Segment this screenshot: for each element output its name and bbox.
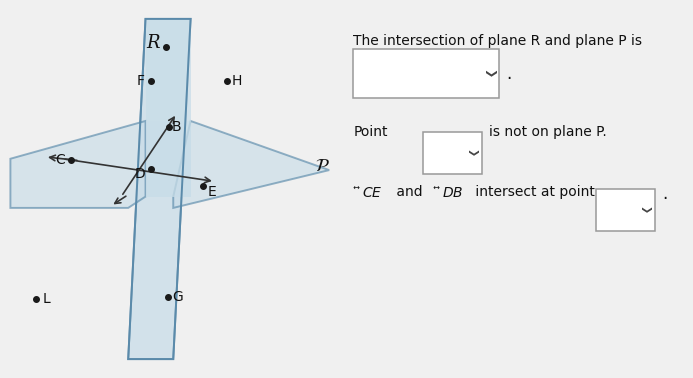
Text: G: G (173, 290, 183, 304)
Text: $\overleftrightarrow{DB}$: $\overleftrightarrow{DB}$ (433, 185, 464, 200)
Text: $\mathcal{P}$: $\mathcal{P}$ (315, 157, 330, 175)
Text: B: B (172, 119, 182, 134)
Bar (353, 49, 499, 98)
Text: ❯: ❯ (640, 206, 649, 214)
Text: .: . (662, 185, 667, 203)
Text: R: R (147, 34, 160, 53)
Text: is not on plane P.: is not on plane P. (489, 125, 606, 139)
Bar (596, 189, 655, 231)
Polygon shape (10, 121, 146, 208)
Polygon shape (128, 19, 191, 359)
Text: L: L (42, 291, 50, 306)
Polygon shape (173, 121, 329, 208)
Text: D: D (135, 167, 146, 181)
Text: The intersection of plane R and plane P is: The intersection of plane R and plane P … (353, 34, 642, 48)
Text: ❯: ❯ (483, 69, 494, 78)
Polygon shape (146, 19, 191, 197)
Text: $\overleftrightarrow{CE}$: $\overleftrightarrow{CE}$ (353, 185, 383, 200)
Text: and: and (392, 185, 427, 199)
Text: Point: Point (353, 125, 388, 139)
Polygon shape (146, 121, 191, 197)
Text: .: . (506, 65, 511, 83)
Text: F: F (137, 74, 144, 88)
Bar (423, 132, 482, 174)
Text: C: C (55, 152, 65, 167)
Text: H: H (231, 74, 242, 88)
Text: E: E (208, 184, 217, 199)
Text: ❯: ❯ (466, 149, 476, 157)
Text: intersect at point: intersect at point (471, 185, 595, 199)
